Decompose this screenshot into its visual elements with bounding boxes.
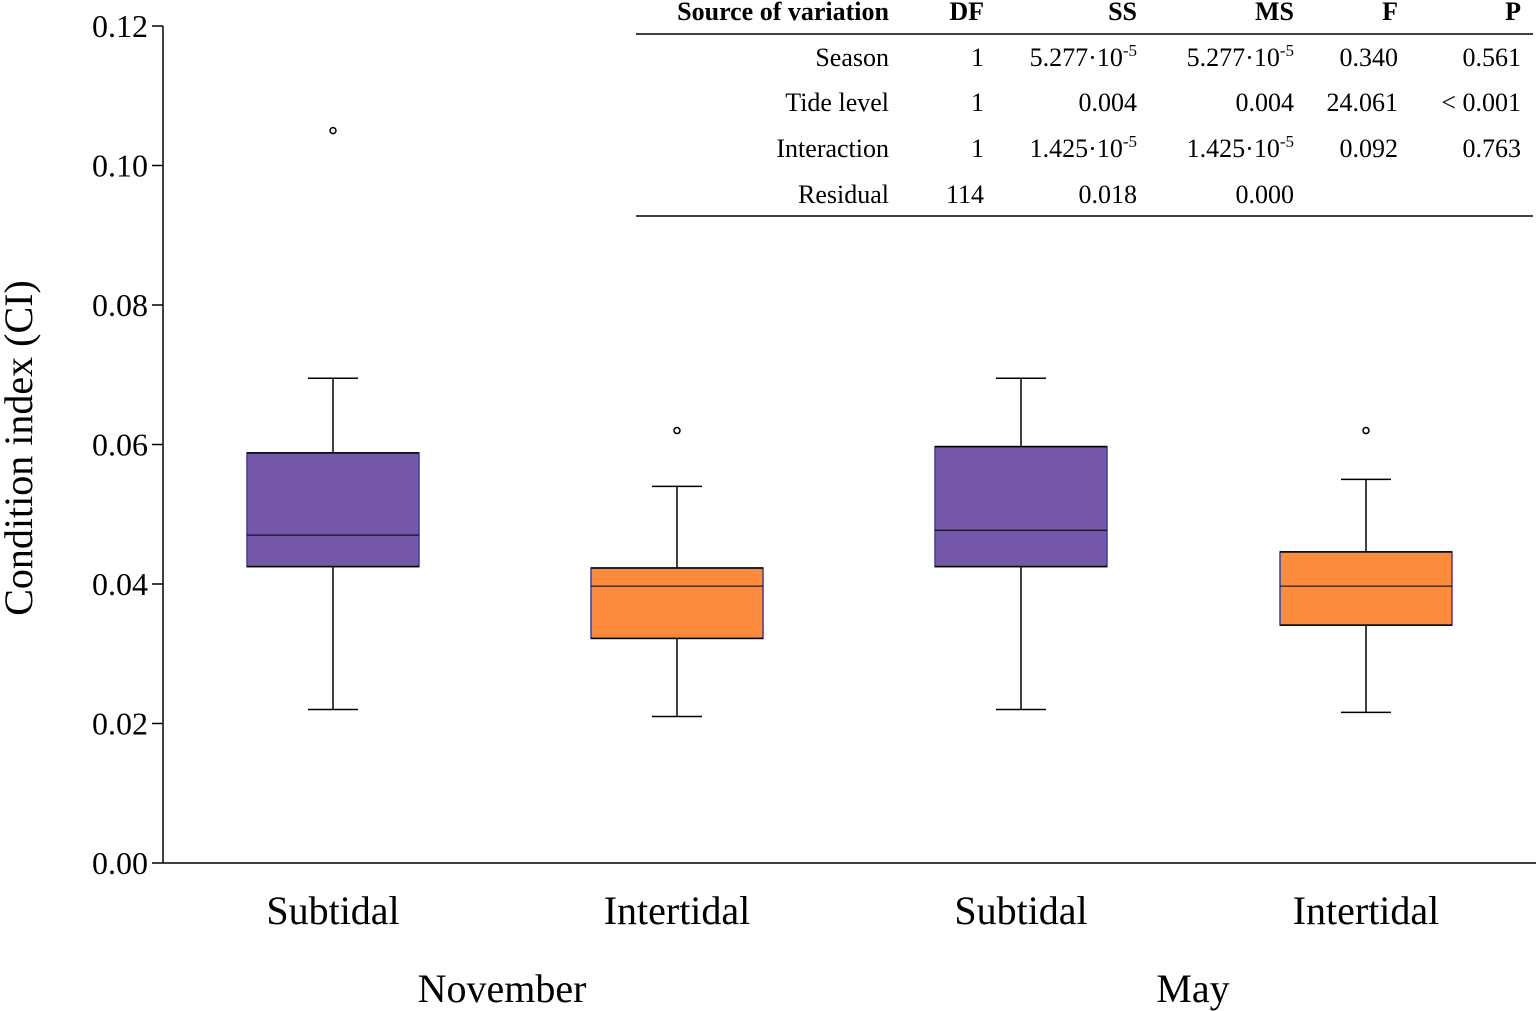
box-november-subtidal — [246, 126, 420, 711]
table-cell-ms: 5.277·10-5 — [1187, 41, 1294, 72]
table-cell-f: 24.061 — [1327, 88, 1399, 117]
outlier-point — [673, 426, 681, 435]
table-header-ms: MS — [1255, 0, 1294, 26]
table-cell-df: 1 — [971, 43, 984, 72]
table-cell-p: 0.763 — [1463, 134, 1522, 163]
table-cell-ss-base: 1.425·10 — [1030, 134, 1123, 163]
table-cell-ms: 1.425·10-5 — [1187, 132, 1294, 163]
table-cell-ss: 0.004 — [1079, 88, 1138, 117]
table-cell-source: Interaction — [776, 134, 889, 163]
table-cell-f: 0.340 — [1340, 43, 1399, 72]
table-cell-df: 114 — [946, 180, 984, 209]
table-cell-ms-exponent: -5 — [1280, 132, 1294, 151]
box-may-intertidal — [1279, 426, 1453, 714]
table-header-p: P — [1505, 0, 1521, 26]
category-label: Subtidal — [954, 888, 1087, 933]
y-tick-label: 0.04 — [92, 566, 148, 602]
table-cell-p: 0.561 — [1463, 43, 1522, 72]
table-row: Season 1 5.277·10-5 5.277·10-5 0.340 0.5… — [815, 41, 1521, 72]
table-header-source: Source of variation — [677, 0, 889, 26]
iqr-box — [934, 445, 1108, 568]
table-cell-ss: 5.277·10-5 — [1030, 41, 1137, 72]
y-tick-label: 0.12 — [92, 8, 148, 44]
y-tick-label: 0.08 — [92, 287, 148, 323]
table-cell-source: Tide level — [785, 88, 889, 117]
group-label-november: November — [418, 966, 587, 1011]
y-tick-label: 0.06 — [92, 427, 148, 463]
table-header-ss: SS — [1108, 0, 1137, 26]
box-may-subtidal — [934, 377, 1108, 711]
category-label: Subtidal — [266, 888, 399, 933]
y-tick-label: 0.00 — [92, 845, 148, 881]
table-row: Tide level 1 0.004 0.004 24.061 < 0.001 — [785, 88, 1521, 117]
table-row: Residual 114 0.018 0.000 — [798, 180, 1294, 209]
y-axis-title: Condition index (CI) — [0, 280, 41, 616]
boxes — [246, 126, 1453, 718]
table-cell-ss-exponent: -5 — [1123, 132, 1137, 151]
table-cell-source: Residual — [798, 180, 889, 209]
outlier-point — [329, 126, 337, 135]
box-november-intertidal — [590, 426, 764, 718]
table-header-df: DF — [949, 0, 984, 26]
table-cell-source: Season — [815, 43, 889, 72]
outlier-point — [1362, 426, 1370, 435]
y-ticks: 0.00 0.02 0.04 0.06 0.08 0.10 0.12 — [92, 8, 163, 881]
category-label: Intertidal — [604, 888, 751, 933]
y-tick-label: 0.02 — [92, 706, 148, 742]
table-cell-ss-base: 5.277·10 — [1030, 43, 1123, 72]
iqr-box — [246, 452, 420, 568]
table-cell-p: < 0.001 — [1441, 88, 1521, 117]
table-cell-f: 0.092 — [1340, 134, 1399, 163]
iqr-box — [590, 567, 764, 640]
table-cell-ms: 0.004 — [1236, 88, 1295, 117]
table-cell-ss: 0.018 — [1079, 180, 1138, 209]
table-header-f: F — [1382, 0, 1398, 26]
table-cell-df: 1 — [971, 88, 984, 117]
group-label-may: May — [1156, 966, 1229, 1011]
table-cell-ss-exponent: -5 — [1123, 41, 1137, 60]
table-cell-ms-base: 5.277·10 — [1187, 43, 1280, 72]
y-tick-label: 0.10 — [92, 148, 148, 184]
table-cell-ms-base: 1.425·10 — [1187, 134, 1280, 163]
table-cell-ms: 0.000 — [1236, 180, 1295, 209]
table-cell-ss: 1.425·10-5 — [1030, 132, 1137, 163]
table-cell-df: 1 — [971, 134, 984, 163]
iqr-box — [1279, 551, 1453, 626]
table-cell-ms-exponent: -5 — [1280, 41, 1294, 60]
table-row: Interaction 1 1.425·10-5 1.425·10-5 0.09… — [776, 132, 1521, 163]
category-label: Intertidal — [1293, 888, 1440, 933]
anova-table: Source of variation DF SS MS F P Season … — [636, 0, 1533, 217]
